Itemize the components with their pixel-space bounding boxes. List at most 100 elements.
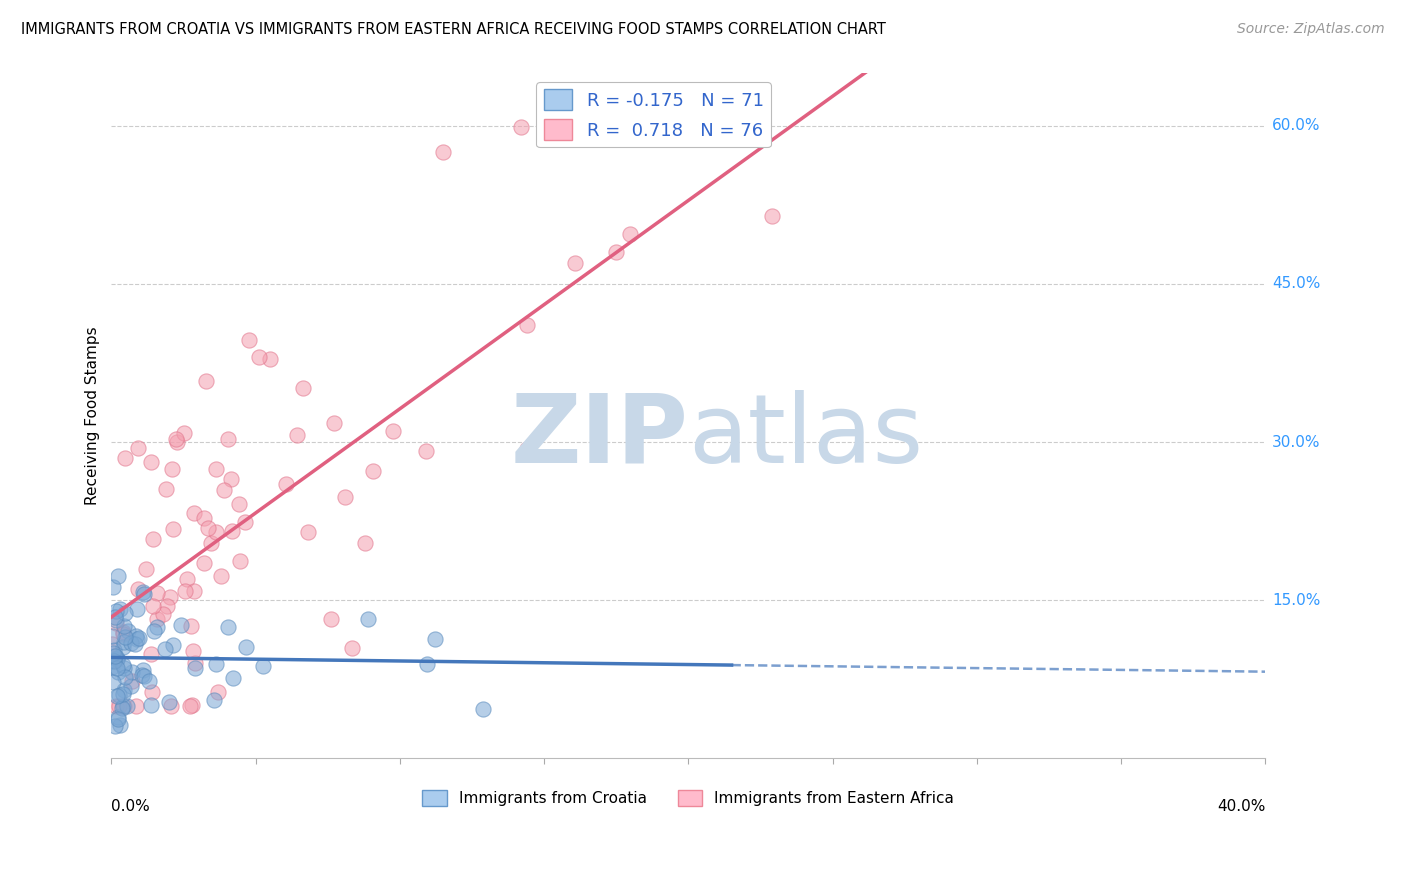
Text: atlas: atlas bbox=[689, 390, 924, 483]
Point bbox=[619, 227, 641, 241]
Text: 30.0%: 30.0% bbox=[1272, 434, 1320, 450]
Point bbox=[221, 524, 243, 539]
Point bbox=[181, 698, 204, 712]
Point bbox=[228, 554, 250, 568]
Point bbox=[132, 663, 155, 677]
Point bbox=[564, 256, 586, 270]
Point bbox=[104, 719, 127, 733]
Point bbox=[156, 599, 179, 614]
Point bbox=[138, 673, 160, 688]
Point bbox=[472, 702, 495, 716]
Point bbox=[605, 245, 627, 260]
Y-axis label: Receiving Food Stamps: Receiving Food Stamps bbox=[86, 326, 100, 505]
Point bbox=[146, 620, 169, 634]
Point bbox=[135, 562, 157, 576]
Point bbox=[217, 433, 239, 447]
Point bbox=[516, 442, 538, 456]
Point bbox=[363, 465, 385, 479]
Point bbox=[415, 444, 437, 458]
Point bbox=[274, 477, 297, 491]
Point bbox=[179, 698, 201, 713]
Point bbox=[105, 661, 128, 675]
Point bbox=[153, 642, 176, 657]
Point bbox=[105, 604, 128, 618]
Point bbox=[183, 507, 205, 521]
Point bbox=[112, 640, 135, 655]
Point bbox=[195, 374, 218, 388]
Point bbox=[112, 634, 135, 648]
Point bbox=[165, 432, 187, 446]
Point bbox=[127, 582, 149, 596]
Point bbox=[105, 651, 128, 665]
Point bbox=[107, 710, 129, 724]
Point bbox=[120, 680, 142, 694]
Point bbox=[197, 521, 219, 535]
Point bbox=[121, 665, 143, 680]
Point bbox=[112, 687, 135, 701]
Point bbox=[181, 644, 204, 658]
Point bbox=[111, 701, 134, 715]
Point bbox=[103, 580, 125, 594]
Point bbox=[141, 455, 163, 469]
Point bbox=[103, 642, 125, 657]
Point bbox=[117, 624, 139, 638]
Point bbox=[134, 587, 156, 601]
Point bbox=[108, 698, 131, 713]
Point bbox=[112, 624, 135, 639]
Point bbox=[125, 602, 148, 616]
Point bbox=[233, 515, 256, 529]
Point bbox=[105, 615, 128, 630]
Point bbox=[127, 442, 149, 456]
Point bbox=[111, 658, 134, 673]
Point bbox=[114, 670, 136, 684]
Point bbox=[432, 145, 454, 159]
Point bbox=[228, 497, 250, 511]
Point bbox=[103, 654, 125, 668]
Point bbox=[382, 425, 405, 439]
Point bbox=[204, 657, 226, 671]
Point bbox=[101, 675, 124, 690]
Point bbox=[115, 699, 138, 714]
Point bbox=[285, 428, 308, 442]
Point bbox=[108, 602, 131, 616]
Point bbox=[291, 381, 314, 395]
Point bbox=[221, 672, 243, 686]
Point bbox=[141, 698, 163, 712]
Point bbox=[104, 698, 127, 713]
Point bbox=[160, 462, 183, 476]
Point bbox=[217, 620, 239, 634]
Point bbox=[157, 695, 180, 709]
Point bbox=[176, 572, 198, 586]
Point bbox=[357, 612, 380, 626]
Point bbox=[166, 434, 188, 449]
Text: Source: ZipAtlas.com: Source: ZipAtlas.com bbox=[1237, 22, 1385, 37]
Point bbox=[204, 461, 226, 475]
Point bbox=[125, 698, 148, 713]
Point bbox=[510, 120, 533, 134]
Point bbox=[101, 647, 124, 661]
Point bbox=[170, 618, 193, 632]
Point bbox=[259, 351, 281, 366]
Point bbox=[105, 651, 128, 665]
Point bbox=[107, 665, 129, 679]
Text: 60.0%: 60.0% bbox=[1272, 119, 1320, 133]
Point bbox=[114, 451, 136, 466]
Point bbox=[204, 524, 226, 539]
Point bbox=[101, 653, 124, 667]
Legend: Immigrants from Croatia, Immigrants from Eastern Africa: Immigrants from Croatia, Immigrants from… bbox=[416, 784, 960, 813]
Point bbox=[131, 668, 153, 682]
Point bbox=[142, 599, 165, 613]
Text: 40.0%: 40.0% bbox=[1216, 799, 1265, 814]
Point bbox=[761, 209, 783, 223]
Point bbox=[159, 590, 181, 604]
Point bbox=[340, 640, 363, 655]
Point bbox=[183, 661, 205, 675]
Point bbox=[105, 651, 128, 665]
Text: IMMIGRANTS FROM CROATIA VS IMMIGRANTS FROM EASTERN AFRICA RECEIVING FOOD STAMPS : IMMIGRANTS FROM CROATIA VS IMMIGRANTS FR… bbox=[21, 22, 886, 37]
Point bbox=[128, 631, 150, 645]
Point bbox=[173, 584, 195, 599]
Point bbox=[121, 636, 143, 650]
Point bbox=[108, 688, 131, 702]
Point bbox=[235, 640, 257, 654]
Text: ZIP: ZIP bbox=[510, 390, 689, 483]
